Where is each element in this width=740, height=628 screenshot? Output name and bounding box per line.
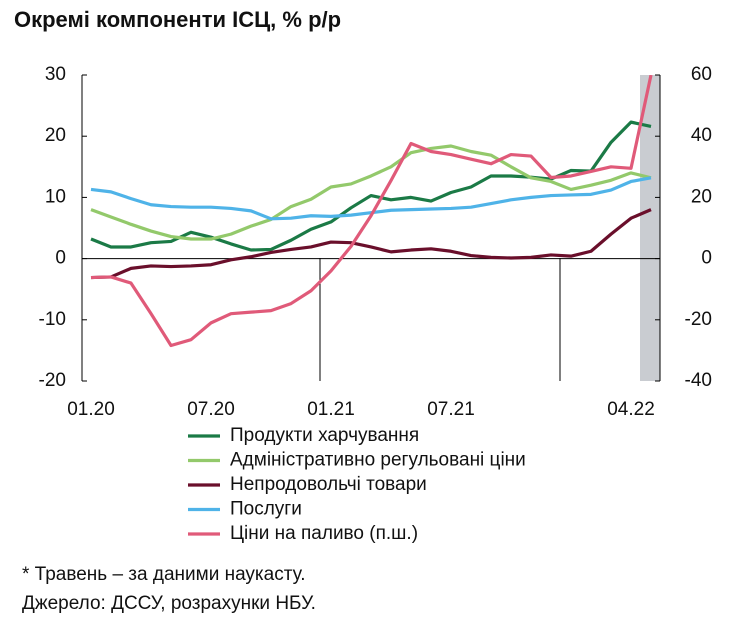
legend-label: Непродовольчі товари — [230, 474, 427, 495]
y2-tick-label: 40 — [691, 125, 712, 146]
source: Джерело: ДССУ, розрахунки НБУ. — [22, 593, 316, 614]
y2-tick-label: 20 — [691, 186, 712, 207]
series-line — [90, 75, 653, 348]
x-tick-label: 07.20 — [187, 399, 235, 420]
legend-label: Послуги — [230, 499, 302, 520]
chart-title: Окремі компоненти ІСЦ, % р/р — [14, 7, 341, 32]
x-tick-label: 07.21 — [427, 399, 475, 420]
y2-tick-label: 0 — [701, 248, 712, 269]
x-tick-label: 01.20 — [67, 399, 115, 420]
series-line — [90, 144, 652, 241]
x-tick-label: 01.21 — [307, 399, 355, 420]
footnote: * Травень – за даними наукасту. — [22, 564, 306, 585]
legend-label: Продукти харчування — [230, 425, 419, 446]
y2-tick-label: -40 — [685, 370, 712, 391]
y-tick-label: -20 — [39, 370, 66, 391]
y-tick-label: 20 — [45, 125, 66, 146]
series-line — [90, 208, 652, 280]
series-line — [90, 120, 652, 252]
y-tick-label: 0 — [55, 248, 66, 269]
legend-label: Адміністративно регульовані ціни — [230, 450, 526, 471]
y-tick-label: -10 — [39, 309, 66, 330]
y2-tick-label: -20 — [685, 309, 712, 330]
y-tick-label: 30 — [45, 64, 66, 85]
y-tick-label: 10 — [45, 186, 66, 207]
x-tick-label: 04.22 — [607, 399, 655, 420]
forecast-band — [640, 75, 660, 381]
y2-tick-label: 60 — [691, 64, 712, 85]
legend-label: Ціни на паливо (п.ш.) — [230, 523, 418, 544]
